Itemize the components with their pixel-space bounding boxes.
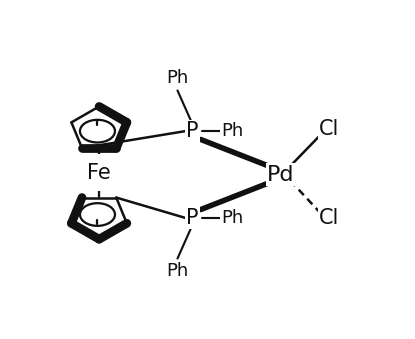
Text: Ph: Ph (166, 69, 188, 87)
Text: Ph: Ph (221, 122, 244, 140)
Text: Ph: Ph (166, 262, 188, 280)
Text: Pd: Pd (267, 164, 295, 184)
Text: P: P (186, 208, 199, 228)
Text: Fe: Fe (87, 163, 111, 183)
Text: Cl: Cl (319, 208, 339, 228)
Text: P: P (186, 121, 199, 141)
Text: Ph: Ph (221, 209, 244, 227)
Text: Cl: Cl (319, 119, 339, 139)
